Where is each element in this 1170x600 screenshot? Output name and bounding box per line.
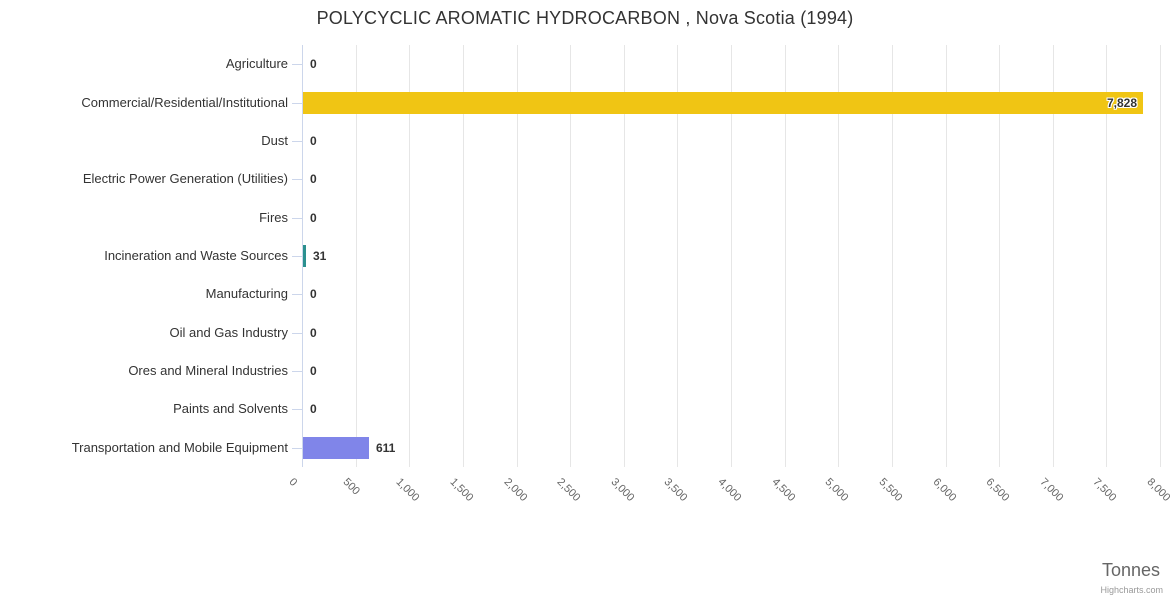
category-tick bbox=[292, 218, 302, 219]
data-label: 0 bbox=[310, 364, 317, 378]
value-tick-label: 4,500 bbox=[769, 476, 798, 504]
category-label: Fires bbox=[259, 210, 288, 225]
bar-incineration-and-waste-sources[interactable] bbox=[303, 245, 306, 267]
x-axis-title: Tonnes bbox=[1101, 560, 1160, 580]
value-tick-label: 5,000 bbox=[822, 476, 851, 504]
gridline bbox=[838, 45, 839, 467]
category-tick bbox=[292, 448, 302, 449]
value-tick-label: 4,000 bbox=[715, 476, 744, 504]
category-label: Incineration and Waste Sources bbox=[104, 248, 288, 263]
gridline bbox=[463, 45, 464, 467]
value-tick-label: 2,500 bbox=[554, 476, 583, 504]
gridline bbox=[1160, 45, 1161, 467]
category-tick bbox=[292, 371, 302, 372]
category-label: Dust bbox=[261, 133, 288, 148]
chart-title: POLYCYCLIC AROMATIC HYDROCARBON , Nova S… bbox=[316, 8, 854, 28]
value-tick-label: 500 bbox=[340, 476, 362, 498]
value-tick-label: 5,500 bbox=[876, 476, 905, 504]
data-label: 0 bbox=[310, 211, 317, 225]
value-tick-label: 6,500 bbox=[983, 476, 1012, 504]
category-label: Paints and Solvents bbox=[173, 401, 288, 416]
data-label: 31 bbox=[313, 249, 327, 263]
highcharts-credit-link[interactable]: Highcharts.com bbox=[1100, 585, 1163, 595]
data-label: 0 bbox=[310, 172, 317, 186]
gridline bbox=[946, 45, 947, 467]
value-tick-label: 3,500 bbox=[661, 476, 690, 504]
category-label: Agriculture bbox=[225, 56, 288, 71]
category-tick bbox=[292, 294, 302, 295]
value-tick-label: 6,000 bbox=[930, 476, 959, 504]
data-label: 0 bbox=[310, 326, 317, 340]
gridline bbox=[677, 45, 678, 467]
gridline bbox=[624, 45, 625, 467]
gridline bbox=[785, 45, 786, 467]
gridline bbox=[999, 45, 1000, 467]
category-tick bbox=[292, 256, 302, 257]
category-label: Manufacturing bbox=[205, 286, 288, 301]
value-tick-label: 1,500 bbox=[447, 476, 476, 504]
value-tick-label: 8,000 bbox=[1144, 476, 1170, 504]
category-tick bbox=[292, 333, 302, 334]
value-tick-label: 1,000 bbox=[393, 476, 422, 504]
value-tick-label: 2,000 bbox=[501, 476, 530, 504]
data-label: 0 bbox=[310, 57, 317, 71]
gridline bbox=[892, 45, 893, 467]
gridline bbox=[570, 45, 571, 467]
bar-commercial-residential-institutional[interactable] bbox=[303, 92, 1143, 114]
data-label: 0 bbox=[310, 287, 317, 301]
value-tick-label: 0 bbox=[286, 476, 300, 489]
gridline bbox=[356, 45, 357, 467]
value-tick-label: 7,500 bbox=[1090, 476, 1119, 504]
gridline bbox=[409, 45, 410, 467]
value-tick-label: 7,000 bbox=[1037, 476, 1066, 504]
category-label: Electric Power Generation (Utilities) bbox=[82, 171, 288, 186]
value-tick-label: 3,000 bbox=[608, 476, 637, 504]
category-label: Ores and Mineral Industries bbox=[128, 363, 288, 378]
bar-transportation-and-mobile-equipment[interactable] bbox=[303, 437, 369, 459]
category-tick bbox=[292, 179, 302, 180]
category-label: Commercial/Residential/Institutional bbox=[81, 95, 288, 110]
category-label: Oil and Gas Industry bbox=[169, 325, 289, 340]
gridline bbox=[1106, 45, 1107, 467]
data-label: 611 bbox=[376, 441, 396, 455]
plot-area: 0 7,828 0 0 0 31 0 0 0 0 611 bbox=[302, 45, 1161, 467]
data-label: 0 bbox=[310, 402, 317, 416]
gridline bbox=[517, 45, 518, 467]
category-tick bbox=[292, 141, 302, 142]
category-label: Transportation and Mobile Equipment bbox=[71, 440, 288, 455]
data-label: 7,828 bbox=[1106, 96, 1137, 110]
category-tick bbox=[292, 409, 302, 410]
gridline bbox=[731, 45, 732, 467]
gridline bbox=[1053, 45, 1054, 467]
data-label: 0 bbox=[310, 134, 317, 148]
category-tick bbox=[292, 64, 302, 65]
category-tick bbox=[292, 103, 302, 104]
